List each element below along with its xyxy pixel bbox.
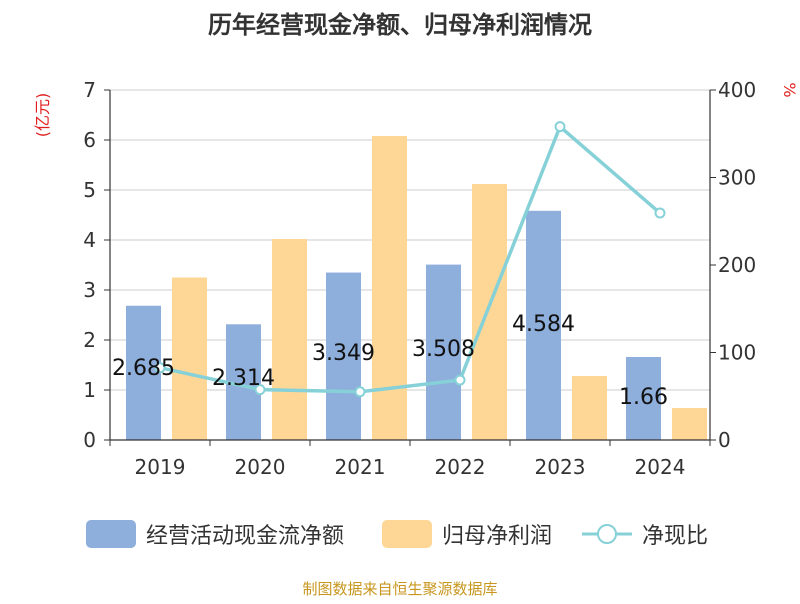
- right-tick-label: 300: [718, 166, 756, 190]
- bar-net-profit: [272, 239, 307, 440]
- legend-swatch: [86, 520, 136, 548]
- bar-cashflow: [626, 357, 661, 440]
- bar-net-profit: [672, 408, 707, 440]
- left-tick-label: 7: [83, 78, 96, 102]
- ratio-point: [554, 121, 566, 133]
- bar-cashflow: [326, 272, 361, 440]
- left-tick-label: 6: [83, 128, 96, 152]
- left-tick-label: 1: [83, 378, 96, 402]
- bar-cashflow: [526, 210, 561, 440]
- x-tick-label: 2022: [435, 455, 486, 479]
- x-tick-label: 2024: [635, 455, 686, 479]
- source-note: 制图数据来自恒生聚源数据库: [302, 580, 498, 598]
- left-tick-label: 0: [83, 428, 96, 452]
- legend-label: 净现比: [642, 524, 708, 549]
- left-tick-label: 5: [83, 178, 96, 202]
- x-tick-label: 2021: [335, 455, 386, 479]
- left-tick-label: 2: [83, 328, 96, 352]
- right-tick-label: 0: [718, 428, 731, 452]
- bar-data-label: 3.349: [312, 341, 375, 366]
- ratio-point: [354, 386, 366, 398]
- bar-net-profit: [572, 376, 607, 440]
- bar-net-profit: [372, 136, 407, 440]
- bar-data-label: 1.66: [619, 385, 668, 410]
- bar-data-label: 3.508: [412, 337, 475, 362]
- bar-cashflow: [126, 305, 161, 440]
- bar-data-label: 4.584: [512, 312, 575, 337]
- right-axis-unit: %: [780, 82, 799, 97]
- legend-label: 经营活动现金流净额: [146, 524, 344, 549]
- right-tick-label: 400: [718, 78, 756, 102]
- ratio-point: [654, 207, 666, 219]
- left-axis-unit: (亿元): [33, 93, 52, 138]
- legend-swatch: [382, 520, 432, 548]
- ratio-line: [159, 123, 662, 394]
- ratio-point: [154, 362, 166, 374]
- right-tick-label: 100: [718, 341, 756, 365]
- right-tick-label: 200: [718, 253, 756, 277]
- x-tick-label: 2020: [235, 455, 286, 479]
- bar-cashflow: [426, 264, 461, 440]
- bar-net-profit: [172, 277, 207, 440]
- x-tick-label: 2023: [535, 455, 586, 479]
- x-tick-label: 2019: [135, 455, 186, 479]
- ratio-point: [454, 374, 466, 386]
- bar-data-label: 2.314: [212, 366, 275, 391]
- chart-title: 历年经营现金净额、归母净利润情况: [208, 11, 592, 39]
- left-tick-label: 4: [83, 228, 96, 252]
- bar-data-label: 2.685: [112, 356, 175, 381]
- bar-net-profit: [472, 184, 507, 440]
- ratio-point: [254, 384, 266, 396]
- legend-line-marker: [597, 524, 617, 544]
- legend-label: 归母净利润: [442, 524, 552, 549]
- left-tick-label: 3: [83, 278, 96, 302]
